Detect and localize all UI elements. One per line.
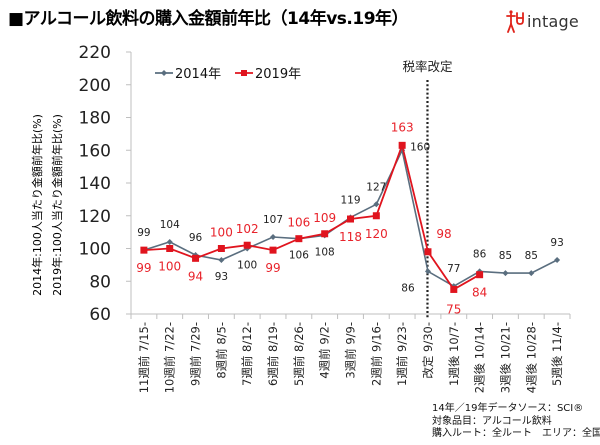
data-label-2019年: 75 (446, 302, 461, 316)
y-tick-label: 220 (79, 43, 111, 63)
x-tick-label: 4週後 10/28- (524, 322, 538, 393)
x-tick-label: 改定 9/30- (421, 322, 435, 379)
data-label-2014年: 86 (401, 282, 415, 294)
x-tick-label: 1週後 10/7- (447, 322, 461, 386)
data-point-2019 (372, 212, 380, 220)
data-label-2019年: 109 (313, 211, 336, 225)
source-line: 14年／19年データソース：SCI® (432, 403, 584, 414)
series-line-2019年 (143, 142, 481, 291)
data-point-2019 (166, 245, 174, 252)
data-point-2019 (243, 241, 251, 249)
data-label-2019年: 84 (472, 286, 487, 300)
data-point-2014 (424, 268, 431, 275)
x-tick-label: 1週前 9/23- (395, 322, 409, 386)
data-point-2014 (528, 270, 535, 277)
data-label-2014年: 85 (525, 250, 538, 262)
y-tick-label: 180 (79, 109, 111, 129)
data-label-2019年: 106 (287, 216, 310, 230)
legend-marker-2019年 (241, 70, 247, 76)
data-label-2014年: 127 (366, 181, 386, 193)
x-tick-label: 8週前 8/5- (214, 322, 228, 379)
data-label-2019年: 100 (158, 260, 181, 274)
data-point-2014 (373, 201, 380, 208)
logo-text: intage (527, 11, 579, 31)
data-point-2019 (269, 246, 277, 254)
data-label-2019年: 98 (436, 227, 451, 241)
x-tick-label: 10週前 7/22- (163, 322, 177, 393)
data-point-2019 (347, 215, 354, 223)
x-tick-label: 2週前 9/16- (369, 322, 383, 386)
data-point-2014 (218, 256, 225, 263)
legend-label-2019年: 2019年 (255, 67, 301, 82)
y-tick-label: 100 (79, 240, 111, 260)
data-label-2014年: 104 (160, 219, 180, 231)
data-label-2014年: 108 (315, 246, 335, 258)
source-line: 購入ルート：全ルート エリア：全国 (432, 428, 600, 439)
x-tick-label: 3週後 10/21- (498, 322, 512, 393)
x-tick-label: 11週前 7/15- (137, 322, 151, 393)
y-tick-label: 200 (79, 76, 111, 96)
x-tick-label: 6週前 8/19- (266, 322, 280, 386)
x-tick-label: 3週前 9/9- (344, 322, 358, 379)
data-label-2014年: 77 (447, 263, 460, 275)
data-point-2019 (476, 271, 484, 279)
data-point-2019 (398, 141, 406, 149)
data-point-2019 (295, 235, 303, 243)
data-label-2014年: 160 (410, 141, 430, 153)
legend-label-2014年: 2014年 (175, 67, 221, 82)
data-label-2019年: 94 (188, 269, 203, 283)
data-label-2019年: 163 (391, 120, 414, 134)
data-label-2014年: 106 (289, 250, 309, 262)
y-tick-label: 140 (79, 174, 111, 194)
data-point-2014 (554, 256, 561, 263)
y-tick-label: 60 (89, 305, 111, 325)
y-tick-label: 80 (89, 272, 111, 292)
data-label-2014年: 86 (473, 248, 487, 260)
data-point-2014 (502, 270, 509, 277)
intage-logo-icon (506, 10, 524, 33)
data-label-2014年: 96 (189, 232, 203, 244)
data-label-2019年: 118 (339, 230, 362, 244)
data-label-2014年: 119 (340, 194, 360, 206)
x-tick-label: 2週後 10/14- (473, 322, 487, 393)
intage-logo: intage (506, 9, 579, 33)
data-point-2019 (424, 248, 432, 256)
data-label-2014年: 100 (237, 260, 257, 272)
data-point-2014 (166, 238, 173, 245)
x-tick-label: 5週前 8/26- (292, 322, 306, 386)
data-label-2014年: 107 (263, 214, 283, 226)
y-tick-label: 160 (79, 141, 111, 161)
source-note: 14年／19年データソース：SCI® 対象品目：アルコール飲料 購入ルート：全ル… (432, 403, 600, 441)
data-label-2014年: 93 (215, 271, 228, 283)
data-point-2019 (321, 230, 329, 238)
x-tick-label: 9週前 7/29- (189, 322, 203, 386)
data-label-2019年: 120 (365, 227, 388, 241)
data-label-2019年: 102 (236, 222, 259, 236)
data-label-2014年: 93 (550, 237, 563, 249)
data-point-2019 (192, 254, 200, 262)
data-label-2019年: 100 (210, 226, 233, 240)
data-point-2019 (217, 245, 225, 252)
x-tick-label: 4週前 9/2- (318, 322, 332, 379)
y-tick-label: 120 (79, 207, 111, 227)
tax-change-label: 税率改定 (402, 59, 452, 74)
data-label-2019年: 99 (265, 261, 280, 275)
data-label-2014年: 85 (499, 250, 512, 262)
x-tick-label: 7週前 8/12- (240, 322, 254, 386)
legend-marker-2014年 (161, 70, 167, 76)
page-title: ■アルコール飲料の購入金額前年比（14年vs.19年） (8, 9, 409, 29)
source-line: 対象品目：アルコール飲料 (432, 415, 552, 427)
data-point-2019 (140, 246, 148, 254)
data-label-2019年: 99 (136, 261, 151, 275)
data-point-2019 (450, 285, 458, 293)
data-label-2014年: 99 (137, 227, 150, 239)
x-tick-label: 5週後 11/4- (550, 322, 564, 386)
data-point-2014 (270, 234, 277, 241)
